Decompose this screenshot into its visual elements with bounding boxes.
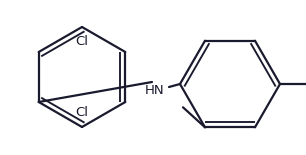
Text: HN: HN	[145, 84, 165, 97]
Text: Cl: Cl	[76, 106, 88, 119]
Text: Cl: Cl	[76, 35, 88, 48]
